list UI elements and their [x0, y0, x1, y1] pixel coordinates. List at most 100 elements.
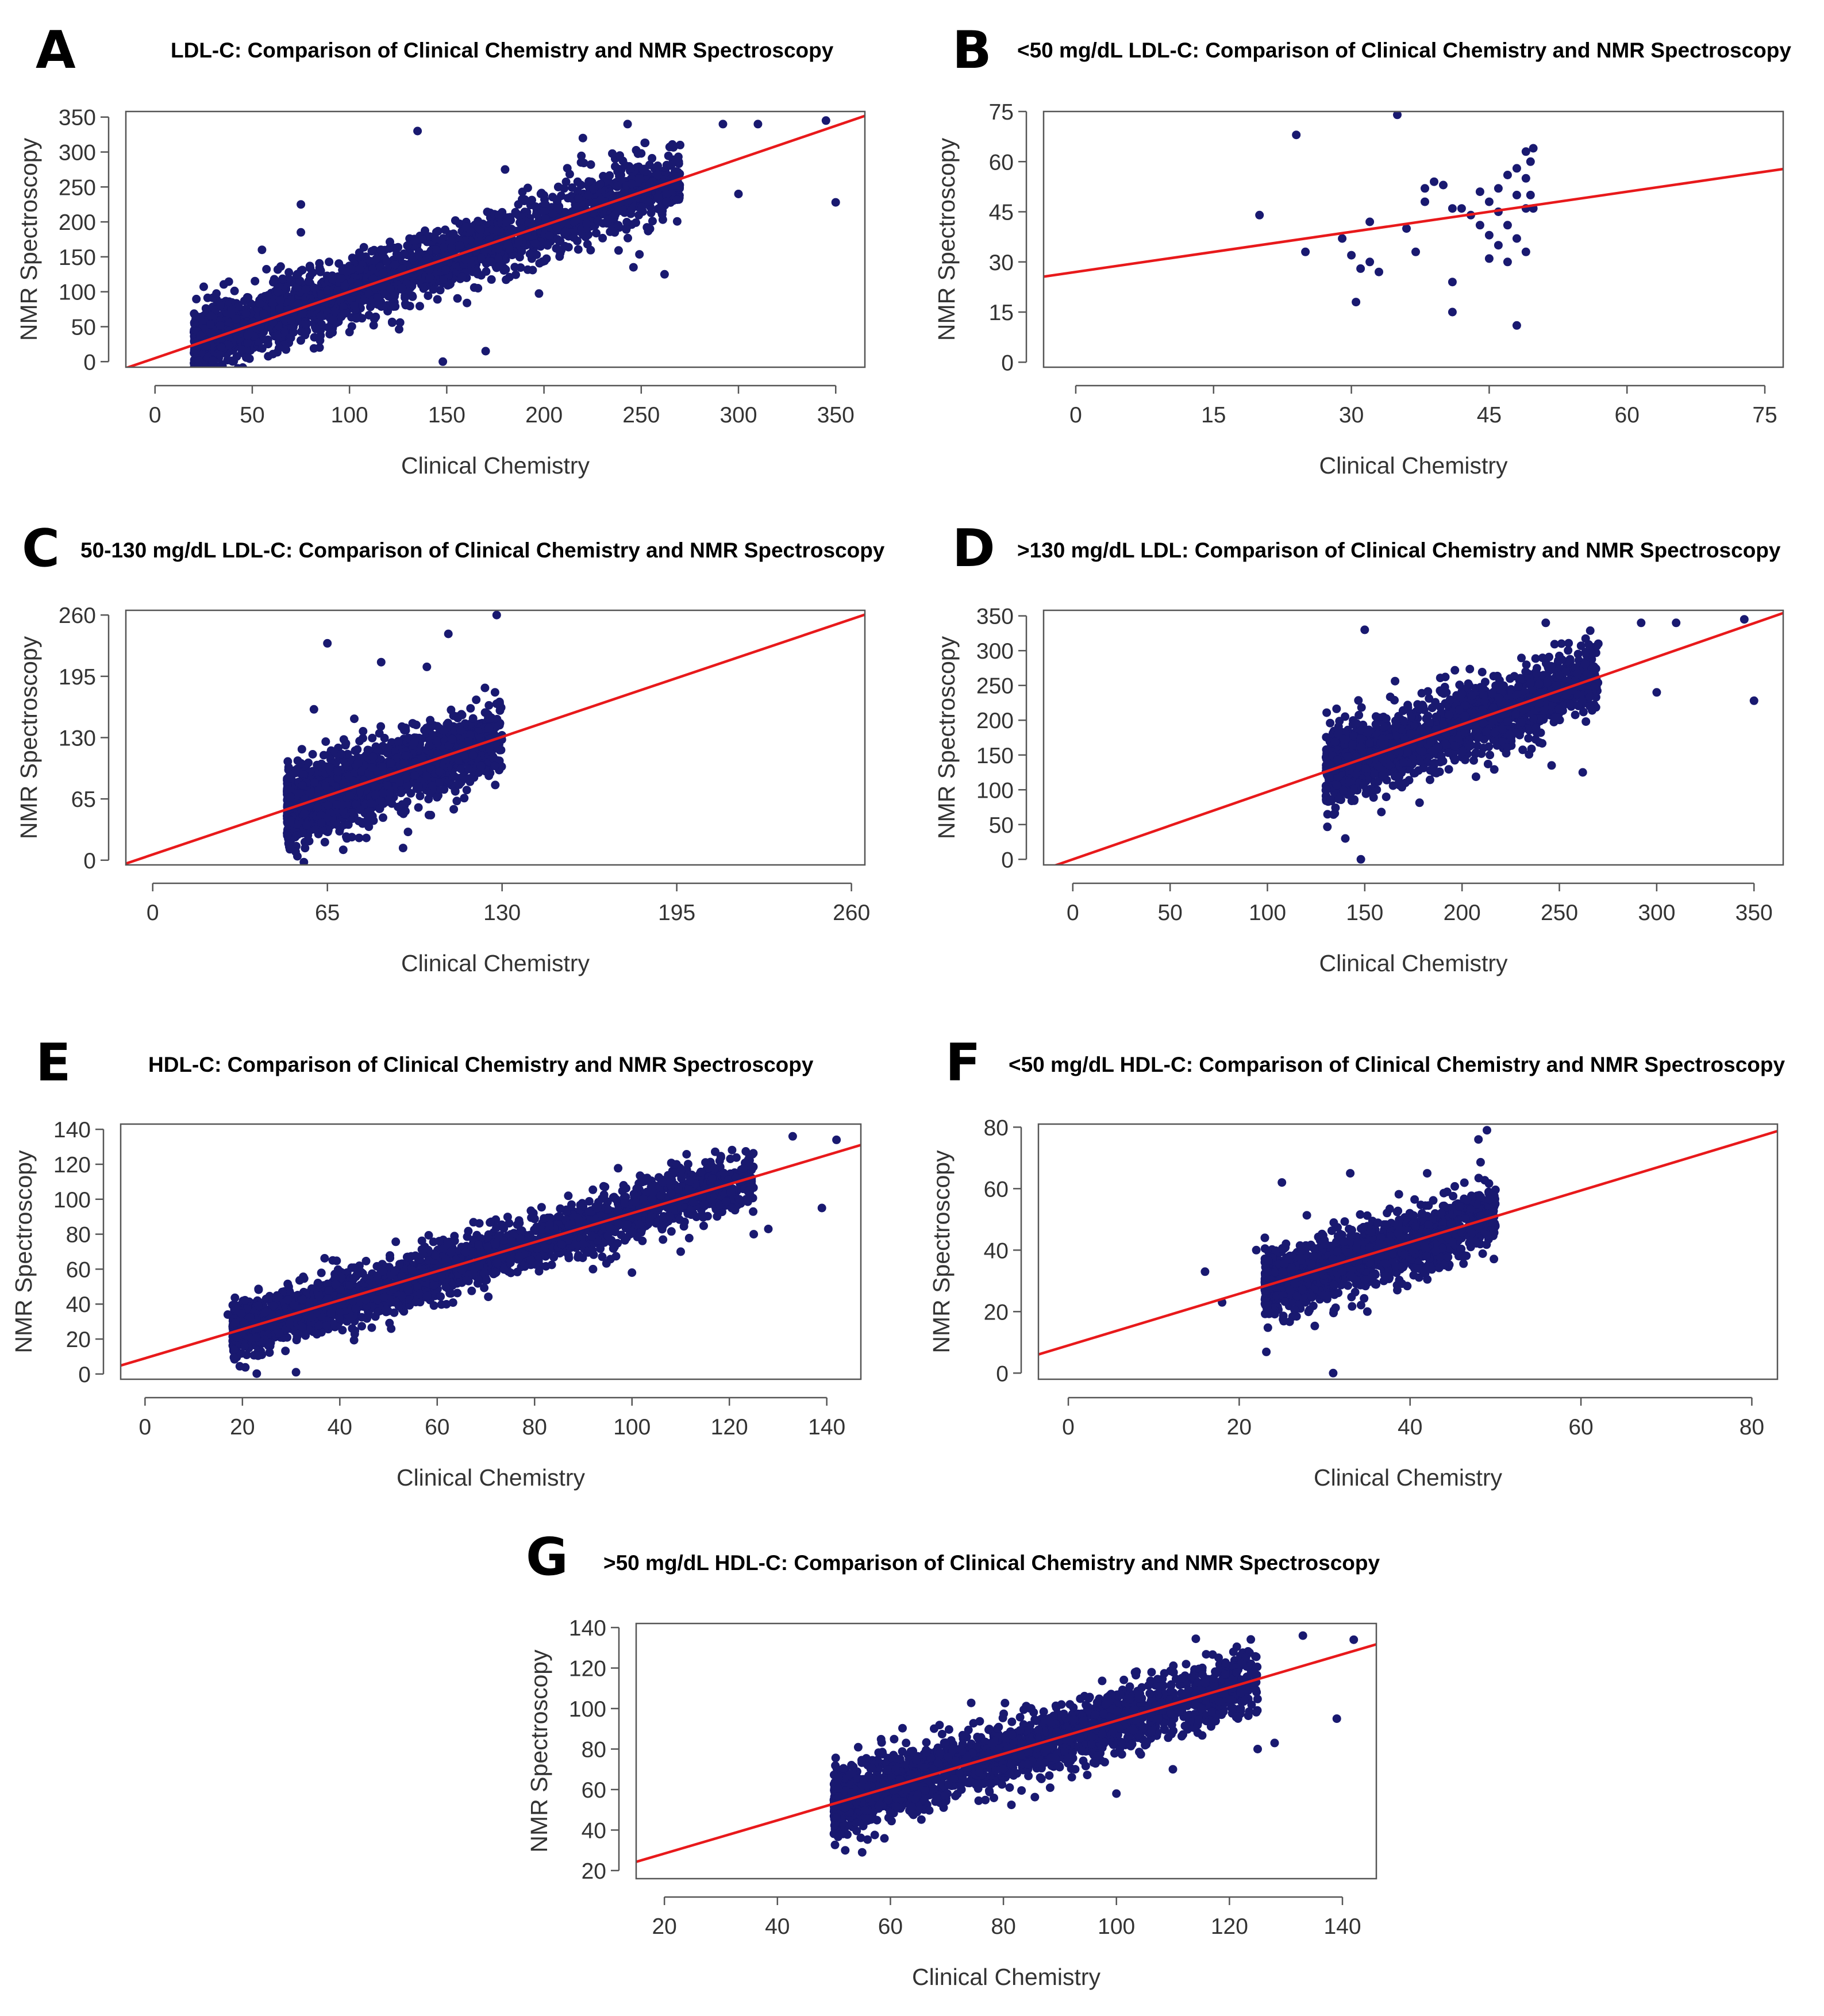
data-point: [284, 785, 293, 794]
data-point: [635, 250, 644, 259]
data-point: [414, 803, 423, 812]
data-point: [484, 724, 494, 733]
data-point: [645, 224, 655, 233]
data-point: [495, 706, 505, 715]
data-point: [1255, 210, 1264, 220]
data-point: [424, 291, 433, 301]
data-point: [401, 751, 410, 760]
data-point: [476, 761, 486, 771]
data-point: [517, 247, 526, 256]
data-point: [351, 746, 360, 755]
data-point: [1526, 157, 1535, 166]
data-point: [484, 771, 494, 780]
y-tick-label: 65: [71, 787, 96, 812]
data-point: [199, 282, 208, 291]
data-point: [1484, 197, 1494, 206]
data-point: [435, 778, 444, 787]
data-point: [627, 179, 636, 188]
data-point: [465, 730, 475, 740]
data-point: [401, 299, 410, 309]
data-point: [382, 257, 391, 266]
data-point: [257, 245, 267, 255]
data-point: [582, 219, 591, 228]
data-point: [217, 363, 226, 367]
data-point: [483, 207, 492, 217]
data-point: [468, 714, 478, 723]
y-tick-label: 150: [59, 245, 96, 270]
data-point: [328, 275, 337, 284]
data-point: [491, 722, 501, 732]
chart-title-a: LDL-C: Comparison of Clinical Chemistry …: [171, 39, 834, 62]
data-point: [449, 805, 459, 814]
data-point: [573, 187, 582, 196]
data-point: [259, 309, 268, 318]
panel-letter-b: B: [952, 20, 992, 80]
data-point: [656, 203, 665, 212]
x-tick-label: 50: [240, 403, 264, 428]
data-point: [428, 730, 437, 740]
data-point: [579, 211, 588, 221]
data-point: [439, 243, 448, 252]
data-point: [448, 734, 457, 744]
data-point: [318, 825, 327, 834]
data-point: [224, 373, 232, 382]
data-point: [386, 796, 395, 805]
regression-line: [1044, 167, 1783, 278]
data-point: [595, 180, 605, 189]
data-point: [457, 272, 467, 282]
data-point: [310, 778, 319, 787]
data-point: [425, 265, 434, 274]
data-point: [368, 733, 377, 742]
y-tick-label: 130: [59, 726, 96, 751]
data-point: [316, 266, 325, 275]
data-point: [315, 259, 324, 268]
data-point: [480, 683, 490, 692]
data-point: [605, 171, 614, 180]
data-point: [300, 809, 309, 818]
data-point: [386, 237, 394, 247]
data-point: [1375, 267, 1383, 276]
data-point: [340, 309, 349, 318]
data-point: [424, 810, 433, 820]
data-point: [459, 772, 468, 781]
data-point: [230, 286, 239, 295]
data-point: [398, 283, 407, 293]
data-point: [309, 705, 318, 714]
data-point: [243, 338, 252, 347]
y-tick-label: 50: [71, 315, 96, 340]
data-point: [453, 756, 463, 765]
data-point: [541, 214, 550, 224]
data-point: [361, 833, 371, 842]
data-point: [622, 225, 631, 234]
y-tick-label: 0: [83, 849, 96, 874]
data-point: [455, 780, 464, 789]
data-point: [399, 809, 408, 818]
x-tick-label: 45: [1477, 403, 1502, 428]
data-point: [410, 236, 420, 245]
data-point: [468, 751, 478, 760]
data-point: [195, 313, 205, 322]
data-point: [514, 237, 524, 247]
data-point: [409, 720, 418, 729]
data-point: [487, 275, 496, 284]
data-point: [298, 309, 307, 318]
data-point: [1529, 144, 1538, 153]
data-point: [350, 714, 359, 724]
x-tick-label: 350: [817, 403, 855, 428]
data-point: [433, 226, 442, 236]
data-point: [383, 743, 392, 752]
x-tick-label: 0: [147, 901, 159, 925]
x-tick-label: 0: [149, 403, 161, 428]
data-point: [241, 309, 251, 318]
data-point: [380, 733, 389, 742]
data-point: [340, 281, 349, 290]
data-point: [237, 345, 247, 355]
data-point: [232, 314, 241, 324]
x-tick-label: 60: [1615, 403, 1640, 428]
data-point: [565, 170, 574, 179]
data-point: [224, 341, 233, 350]
data-point: [424, 741, 433, 751]
y-tick-label: 45: [989, 201, 1014, 225]
data-point: [394, 802, 403, 811]
